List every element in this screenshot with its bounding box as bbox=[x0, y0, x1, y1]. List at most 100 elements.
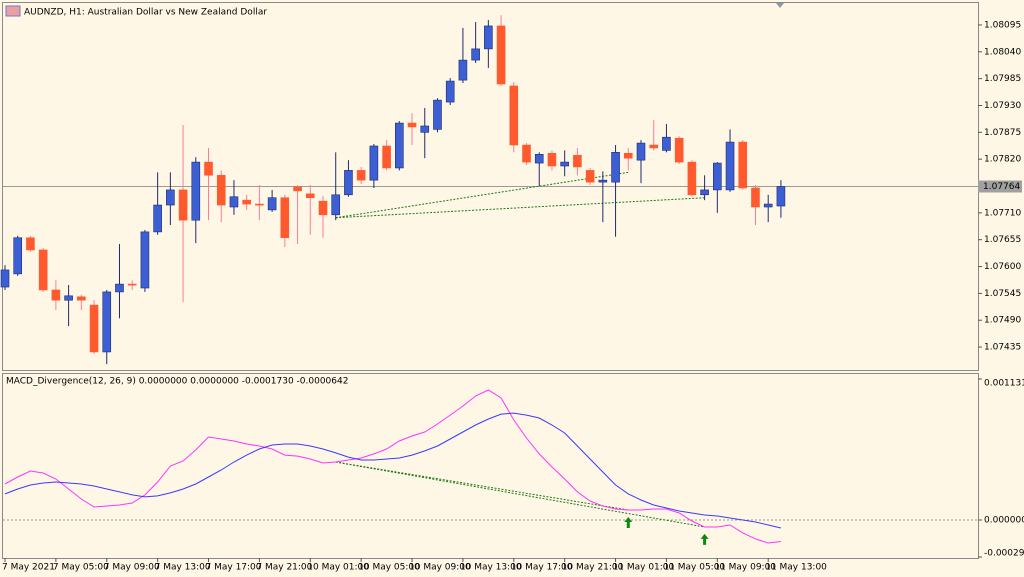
candle-body bbox=[751, 187, 760, 208]
candle-body bbox=[280, 197, 290, 239]
indicator-title: MACD_Divergence(12, 26, 9) 0.0000000 0.0… bbox=[6, 377, 348, 387]
y-tick-label: 1.07655 bbox=[984, 235, 1021, 245]
candle-body bbox=[216, 174, 226, 206]
candle-body bbox=[140, 231, 150, 289]
candle-body bbox=[484, 25, 493, 50]
candle-body bbox=[369, 145, 379, 181]
candle-body bbox=[547, 153, 557, 167]
y-tick-label: 1.07930 bbox=[984, 101, 1021, 111]
candle-body bbox=[598, 179, 608, 183]
x-tick-label: 7 May 09:00 bbox=[104, 563, 160, 573]
candle-body bbox=[725, 141, 735, 191]
last-price-label: 1.07764 bbox=[983, 182, 1020, 192]
candle-body bbox=[395, 122, 404, 169]
candle-body bbox=[509, 85, 519, 146]
y-tick-label: 0.0011313 bbox=[984, 379, 1024, 389]
x-tick-label: 11 May 09:00 bbox=[714, 563, 776, 573]
candle-body bbox=[662, 136, 671, 151]
candle-body bbox=[674, 137, 684, 163]
x-tick-label: 10 May 01:00 bbox=[307, 563, 369, 573]
candle-body bbox=[344, 170, 353, 196]
y-tick-label: 1.07875 bbox=[984, 128, 1021, 138]
chart-title: AUDNZD, H1: Australian Dollar vs New Zea… bbox=[24, 8, 267, 18]
x-tick-label: 10 May 05:00 bbox=[358, 563, 420, 573]
x-tick-label: 11 May 13:00 bbox=[765, 563, 827, 573]
candle-body bbox=[64, 295, 73, 301]
divergence-line bbox=[335, 461, 705, 528]
candle-body bbox=[26, 237, 35, 251]
candle-body bbox=[204, 161, 213, 176]
y-tick-label: 0.0000000 bbox=[984, 515, 1024, 525]
candle-body bbox=[433, 99, 442, 130]
candle-body bbox=[115, 283, 124, 293]
candle-body bbox=[331, 194, 341, 216]
candle-body bbox=[407, 122, 417, 128]
y-tick-label: -0.0002970 bbox=[984, 549, 1024, 559]
candle-body bbox=[471, 48, 480, 61]
candle-body bbox=[0, 269, 10, 288]
candle-body bbox=[318, 200, 328, 216]
x-tick-label: 11 May 01:00 bbox=[613, 563, 675, 573]
candle-body bbox=[458, 59, 468, 81]
y-tick-label: 1.07490 bbox=[984, 316, 1021, 326]
candle-body bbox=[38, 249, 48, 291]
candle-body bbox=[636, 142, 646, 161]
last-price-box bbox=[978, 180, 1022, 193]
x-tick-label: 10 May 13:00 bbox=[460, 563, 522, 573]
shift-marker bbox=[776, 3, 784, 8]
candle-body bbox=[445, 80, 455, 103]
divergence-line bbox=[335, 461, 629, 511]
candle-body bbox=[166, 189, 175, 206]
x-tick-label: 10 May 21:00 bbox=[562, 563, 624, 573]
candle-body bbox=[356, 170, 366, 181]
candle-body bbox=[293, 186, 302, 192]
candle-body bbox=[153, 204, 162, 233]
y-tick-label: 1.07820 bbox=[984, 155, 1021, 165]
y-tick-label: 1.07600 bbox=[984, 262, 1021, 272]
x-tick-label: 11 May 05:00 bbox=[663, 563, 725, 573]
candle-body bbox=[229, 196, 239, 208]
candle-body bbox=[522, 144, 531, 163]
candle-body bbox=[13, 237, 23, 275]
symbol-icon bbox=[5, 5, 21, 17]
candle-body bbox=[623, 153, 633, 159]
y-tick-label: 1.08040 bbox=[984, 47, 1021, 57]
x-tick-label: 7 May 13:00 bbox=[155, 563, 211, 573]
candle-body bbox=[305, 193, 315, 199]
x-tick-label: 10 May 09:00 bbox=[409, 563, 471, 573]
candle-body bbox=[89, 304, 99, 353]
candle-body bbox=[687, 161, 697, 196]
candle-body bbox=[534, 153, 544, 164]
candle-body bbox=[77, 296, 86, 301]
x-tick-label: 10 May 17:00 bbox=[511, 563, 573, 573]
candle-body bbox=[420, 125, 430, 133]
x-tick-label: 7 May 17:00 bbox=[206, 563, 262, 573]
candle-body bbox=[255, 203, 264, 206]
signal-arrow bbox=[624, 516, 633, 528]
candle-body bbox=[496, 25, 506, 85]
candle-body bbox=[242, 199, 251, 205]
candle-body bbox=[382, 145, 391, 169]
candle-body bbox=[763, 203, 773, 208]
candle-body bbox=[611, 152, 620, 183]
candle-body bbox=[585, 170, 595, 183]
candle-body bbox=[51, 289, 61, 301]
divergence-line bbox=[335, 171, 629, 219]
candle-body bbox=[713, 162, 722, 191]
y-tick-label: 1.07710 bbox=[984, 208, 1021, 218]
candle-body bbox=[700, 189, 709, 196]
x-tick-label: 7 May 2021 bbox=[2, 563, 55, 573]
candle-body bbox=[560, 161, 569, 167]
macd-panel bbox=[2, 373, 979, 559]
candle-body bbox=[191, 161, 201, 221]
candle-body bbox=[178, 189, 188, 221]
x-tick-label: 7 May 05:00 bbox=[53, 563, 109, 573]
candle-body bbox=[267, 197, 277, 211]
candle-body bbox=[102, 291, 112, 353]
indicator-line bbox=[4, 412, 782, 529]
y-tick-label: 1.07545 bbox=[984, 289, 1021, 299]
candle-body bbox=[649, 144, 659, 149]
signal-arrow bbox=[700, 533, 709, 545]
y-tick-label: 1.08095 bbox=[984, 20, 1021, 30]
